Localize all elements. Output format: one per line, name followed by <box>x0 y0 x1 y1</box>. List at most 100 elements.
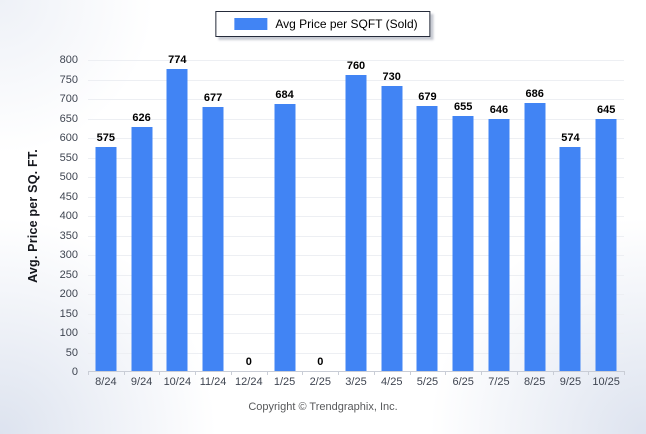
x-tick-label: 1/25 <box>273 376 296 388</box>
x-axis-tick <box>373 371 375 375</box>
bar-value-label: 575 <box>96 131 116 144</box>
bar-slot: 679 <box>410 60 446 371</box>
bar-value-label: 679 <box>418 91 437 104</box>
bar <box>345 74 367 371</box>
bar <box>202 106 224 371</box>
x-axis-tick <box>588 371 590 375</box>
y-tick-label: 50 <box>65 346 78 359</box>
copyright-text: Copyright © Trendgraphix, Inc. <box>248 401 398 413</box>
y-tick-label: 100 <box>59 327 78 339</box>
x-axis-tick <box>516 371 518 375</box>
bar-value-label: 645 <box>596 104 616 117</box>
x-tick-label: 5/25 <box>416 376 439 388</box>
x-axis-tick <box>302 371 304 375</box>
bar-slot: 730 <box>374 60 410 371</box>
bar <box>166 69 188 371</box>
bar-slot: 655 <box>445 60 481 371</box>
x-tick-label: 8/25 <box>523 376 546 388</box>
x-axis-labels: 8/24 9/24 10/24 11/24 12/24 1/25 2/25 3/25 4/25 5… <box>88 376 624 388</box>
y-tick-label: 700 <box>59 93 78 105</box>
y-tick-label: 0 <box>71 366 78 378</box>
x-axis-tick <box>481 371 483 375</box>
x-axis-tick <box>159 371 161 375</box>
x-tick-label: 12/24 <box>235 376 263 388</box>
y-tick-label: 200 <box>59 288 78 300</box>
x-tick-label: 10/24 <box>163 376 192 388</box>
bar <box>595 119 617 371</box>
x-axis-tick <box>266 371 268 375</box>
x-tick-label: 8/24 <box>95 376 117 388</box>
bar-slot: 574 <box>553 60 589 371</box>
bar-slot: 645 <box>588 60 624 371</box>
bar-slot: 0 <box>231 60 267 371</box>
x-tick-label: 10/25 <box>592 376 620 388</box>
bar-series: 575 626 774 677 0 684 0 760 730 679 655 646 686 574 64… <box>88 54 624 371</box>
bar-slot: 760 <box>338 60 374 371</box>
y-tick-label: 400 <box>59 210 78 222</box>
y-tick-label: 250 <box>59 268 78 281</box>
bar <box>131 126 153 371</box>
y-tick-label: 350 <box>59 229 78 242</box>
bar-slot: 684 <box>267 60 303 371</box>
bar-slot: 646 <box>481 60 517 371</box>
y-tick-label: 750 <box>59 73 78 86</box>
y-tick-label: 800 <box>59 54 78 66</box>
x-tick-label: 9/24 <box>130 376 153 388</box>
bar-value-label: 760 <box>346 59 366 72</box>
gridline <box>88 60 624 61</box>
bar-slot: 686 <box>517 60 553 371</box>
y-axis-labels: 0 50 100 150 200 250 300 350 400 450 500 550 600 650 7… <box>0 54 84 378</box>
x-tick-label: 2/25 <box>309 376 331 388</box>
bar-value-label: 684 <box>275 89 294 102</box>
bar-slot: 0 <box>302 60 338 371</box>
bar-value-label: 686 <box>525 88 544 101</box>
bar-value-label: 0 <box>245 356 252 368</box>
x-tick-label: 11/24 <box>199 376 227 388</box>
x-axis-tick <box>195 371 197 375</box>
x-axis-tick <box>123 371 125 375</box>
x-axis-tick <box>624 371 625 375</box>
bar-value-label: 0 <box>317 356 324 368</box>
bar <box>95 146 117 371</box>
bar-value-label: 655 <box>454 100 473 113</box>
bar <box>274 104 296 371</box>
x-axis-tick <box>88 371 89 375</box>
legend: Avg Price per SQFT (Sold) <box>215 11 431 37</box>
bar-value-label: 774 <box>168 54 187 67</box>
bar <box>452 115 474 371</box>
x-axis-tick <box>230 371 232 375</box>
bar-value-label: 646 <box>489 104 509 117</box>
bar-value-label: 677 <box>203 91 223 104</box>
legend-swatch <box>234 18 268 30</box>
x-axis-tick <box>338 371 340 375</box>
x-tick-label: 4/25 <box>381 376 403 388</box>
x-tick-label: 3/25 <box>345 376 367 388</box>
bar-value-label: 574 <box>561 132 580 145</box>
bar-slot: 677 <box>195 60 231 371</box>
bar-slot: 575 <box>88 60 124 371</box>
x-axis-tick <box>445 371 447 375</box>
y-tick-label: 450 <box>59 190 78 203</box>
bar-value-label: 626 <box>132 111 151 124</box>
bar <box>524 103 546 371</box>
bar <box>381 86 403 371</box>
bar-slot: 774 <box>159 54 195 371</box>
x-axis-tick <box>552 371 554 375</box>
x-axis-tick <box>409 371 411 375</box>
plot-area: 575 626 774 677 0 684 0 760 730 679 655 646 686 574 64… <box>88 54 625 375</box>
bar <box>416 106 438 371</box>
y-tick-label: 500 <box>59 171 78 183</box>
y-tick-label: 600 <box>59 132 78 144</box>
legend-label: Avg Price per SQFT (Sold) <box>275 17 418 31</box>
y-tick-label: 300 <box>59 249 78 261</box>
bar <box>559 147 581 371</box>
y-tick-label: 150 <box>59 307 78 320</box>
x-tick-label: 9/25 <box>559 376 582 388</box>
x-tick-label: 6/25 <box>452 376 474 388</box>
bar-value-label: 730 <box>382 71 401 84</box>
bar-slot: 626 <box>124 60 160 371</box>
bar <box>488 119 510 371</box>
x-tick-label: 7/25 <box>488 376 510 388</box>
y-tick-label: 650 <box>59 112 78 125</box>
